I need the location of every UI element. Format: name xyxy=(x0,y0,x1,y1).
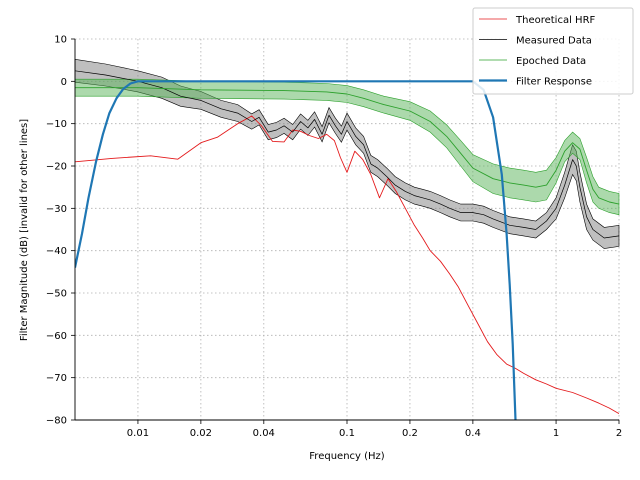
theoretical-hrf-line xyxy=(75,115,619,414)
x-tick-label: 0.2 xyxy=(402,428,418,439)
y-tick-label: −60 xyxy=(46,331,67,342)
x-tick-label: 0.01 xyxy=(127,428,149,439)
series-lines xyxy=(75,70,619,420)
x-tick-label: 1 xyxy=(553,428,559,439)
x-tick-label: 2 xyxy=(616,428,622,439)
y-tick-label: −80 xyxy=(46,416,67,427)
y-axis-label: Filter Magnitude (dB) [invalid for other… xyxy=(19,119,30,341)
epoched-data-band xyxy=(74,78,620,216)
legend-label-theoretical-hrf: Theoretical HRF xyxy=(515,15,596,26)
y-ticks: 10 0 −10 −20 −30 −40 −50 −60 −70 −80 xyxy=(46,35,75,427)
measured-data-line xyxy=(75,70,619,239)
y-tick-label: −30 xyxy=(46,204,67,215)
x-tick-label: 0.04 xyxy=(253,428,275,439)
x-tick-label: 0.4 xyxy=(465,428,481,439)
x-tick-label: 0.1 xyxy=(339,428,355,439)
legend-label-epoched-data: Epoched Data xyxy=(516,56,586,67)
y-tick-label: −50 xyxy=(46,289,67,300)
confidence-bands xyxy=(74,58,620,249)
epoched-data-line xyxy=(75,87,619,205)
legend-label-filter-response: Filter Response xyxy=(516,77,592,88)
filter-response-line xyxy=(75,80,517,420)
x-tick-label: 0.02 xyxy=(190,428,212,439)
y-tick-label: 10 xyxy=(54,35,67,46)
grid-lines xyxy=(75,38,620,421)
y-tick-label: −10 xyxy=(46,119,67,130)
x-axis-label: Frequency (Hz) xyxy=(309,451,385,462)
legend-label-measured-data: Measured Data xyxy=(516,36,592,47)
x-ticks: 0.01 0.02 0.04 0.1 0.2 0.4 1 2 xyxy=(127,420,622,439)
legend-frame xyxy=(472,7,634,95)
y-tick-label: 0 xyxy=(61,77,67,88)
y-tick-label: −40 xyxy=(46,246,67,257)
y-tick-label: −20 xyxy=(46,162,67,173)
measured-data-band xyxy=(74,58,620,249)
y-tick-label: −70 xyxy=(46,373,67,384)
legend: Theoretical HRF Measured Data Epoched Data… xyxy=(472,7,634,95)
